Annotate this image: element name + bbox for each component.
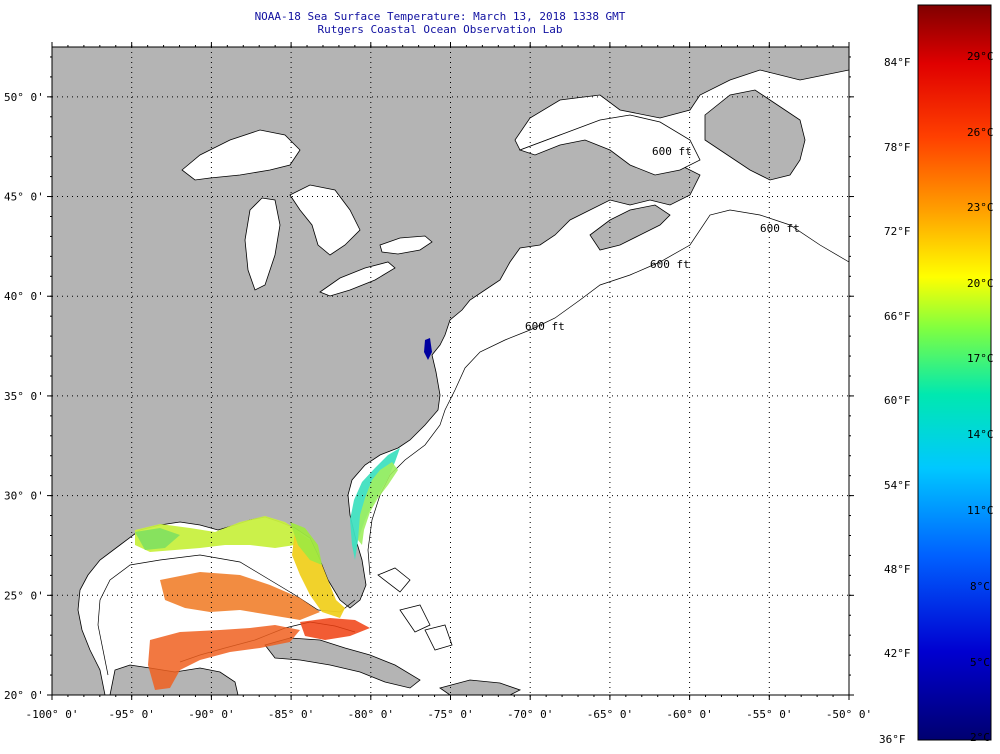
land-bahamas [377, 567, 453, 651]
sst-florida-panhandle [290, 522, 322, 565]
sst-gulf-northwest [135, 528, 180, 550]
sst-data-overlay [135, 338, 432, 690]
colorbar-f-label: 78°F [884, 141, 911, 154]
colorbar-c-label: 20°C [967, 277, 994, 290]
colorbar-c-label: 26°C [967, 126, 994, 139]
lon-label: -90° 0' [188, 708, 234, 721]
colorbar-c-label: 5°C [970, 656, 990, 669]
colorbar-f-label: 60°F [884, 394, 911, 407]
gulf-st-lawrence [518, 114, 701, 176]
colorbar-f-label: 48°F [884, 563, 911, 576]
lat-label: 40° 0' [4, 290, 44, 303]
sst-yucatan-channel [300, 618, 370, 640]
lon-label: -75° 0' [427, 708, 473, 721]
colorbar-f-label: 72°F [884, 225, 911, 238]
great-lake-huron [289, 184, 361, 256]
sst-chesapeake [424, 338, 432, 360]
contour-label: 600 ft [650, 258, 690, 271]
colorbar-c-label: 8°C [970, 580, 990, 593]
lat-lon-grid [52, 47, 849, 695]
colorbar-c-label: 2°C [970, 731, 990, 744]
axis-labels: -100° 0' -95° 0' -90° 0' -85° 0' -80° 0' -75°… [4, 42, 872, 721]
title-line-2: Rutgers Coastal Ocean Observation Lab [317, 23, 563, 36]
sst-gulf-north-shelf [135, 516, 300, 552]
lat-label: 50° 0' [4, 91, 44, 104]
contour-label: 600 ft [652, 145, 692, 158]
colorbar-c-label: 29°C [967, 50, 994, 63]
colorbar-c-label: 23°C [967, 201, 994, 214]
lat-label: 35° 0' [4, 390, 44, 403]
lon-label: -70° 0' [507, 708, 553, 721]
lon-label: -55° 0' [746, 708, 792, 721]
land-newfoundland [704, 89, 806, 181]
colorbar [917, 4, 992, 741]
sst-gulf-south [148, 625, 300, 690]
colorbar-f-label: 54°F [884, 479, 911, 492]
title-line-1: NOAA-18 Sea Surface Temperature: March 1… [254, 10, 626, 23]
colorbar-f-label: 84°F [884, 56, 911, 69]
lat-label: 45° 0' [4, 191, 44, 204]
contour-label: 600 ft [525, 320, 565, 333]
contour-label: 600 ft [760, 222, 800, 235]
lon-label: -60° 0' [666, 708, 712, 721]
colorbar-f-label: 42°F [884, 647, 911, 660]
colorbar-f-label: 66°F [884, 310, 911, 323]
lon-label: -50° 0' [826, 708, 872, 721]
sst-gulf-warm-scatter [160, 572, 320, 620]
great-lake-erie [319, 261, 396, 297]
colorbar-f-label: 36°F [879, 733, 906, 746]
lat-label: 30° 0' [4, 490, 44, 503]
land-hispaniola [439, 679, 522, 695]
lon-label: -65° 0' [587, 708, 633, 721]
great-lake-ontario [379, 235, 433, 255]
sst-atlantic-coast-inner [358, 462, 398, 545]
great-lake-michigan [244, 197, 281, 291]
lon-label: -100° 0' [26, 708, 79, 721]
lat-label: 25° 0' [4, 589, 44, 602]
lon-label: -85° 0' [268, 708, 314, 721]
lat-label: 20° 0' [4, 689, 44, 702]
colorbar-c-label: 14°C [967, 428, 994, 441]
contour-600ft-gulf [97, 554, 356, 676]
colorbar-c-label: 11°C [967, 504, 994, 517]
lon-label: -80° 0' [348, 708, 394, 721]
lon-label: -95° 0' [109, 708, 155, 721]
colorbar-c-label: 17°C [967, 352, 994, 365]
land-cuba [264, 637, 421, 689]
